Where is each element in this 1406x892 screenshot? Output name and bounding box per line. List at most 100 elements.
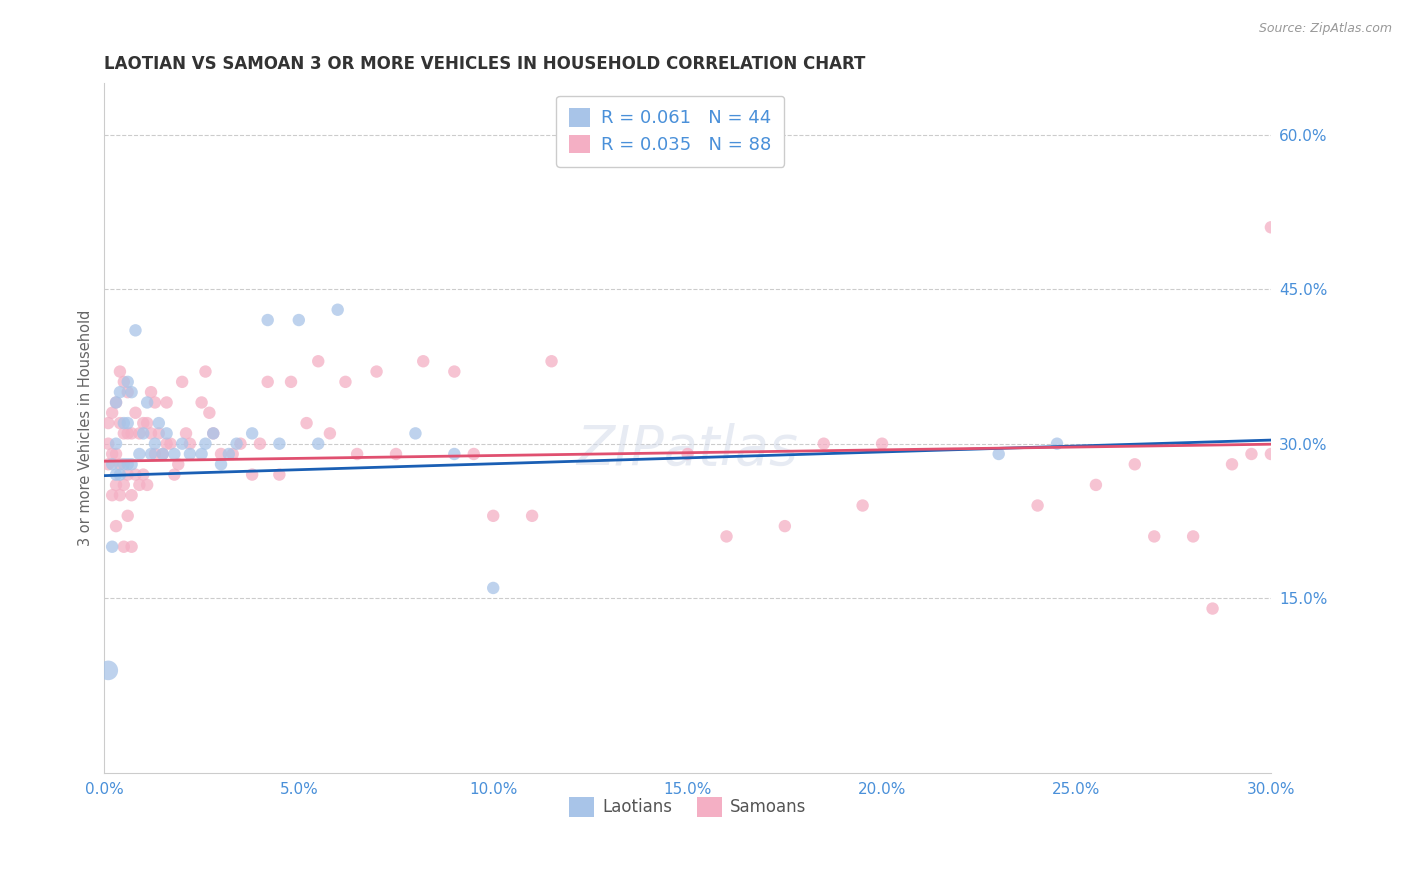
Point — [112, 478, 135, 492]
Point — [1123, 458, 1146, 472]
Point — [1026, 499, 1049, 513]
Point — [124, 323, 146, 337]
Point — [209, 447, 232, 461]
Point — [101, 447, 124, 461]
Point — [101, 406, 124, 420]
Point — [280, 375, 302, 389]
Point — [174, 426, 197, 441]
Point — [240, 426, 263, 441]
Point — [295, 416, 318, 430]
Point — [108, 467, 131, 482]
Point — [139, 385, 162, 400]
Point — [132, 426, 155, 441]
Point — [172, 375, 194, 389]
Point — [179, 447, 201, 461]
Text: ZIPatlas: ZIPatlas — [576, 423, 799, 475]
Point — [269, 467, 291, 482]
Point — [112, 540, 135, 554]
Point — [1220, 458, 1243, 472]
Point — [105, 395, 128, 409]
Point — [105, 478, 128, 492]
Point — [108, 458, 131, 472]
Point — [240, 467, 263, 482]
Point — [136, 416, 159, 430]
Point — [152, 447, 174, 461]
Point — [218, 447, 240, 461]
Point — [256, 375, 278, 389]
Point — [172, 436, 194, 450]
Point — [139, 447, 162, 461]
Point — [112, 426, 135, 441]
Point — [307, 436, 329, 450]
Point — [1201, 601, 1223, 615]
Point — [101, 458, 124, 472]
Point — [256, 313, 278, 327]
Point — [404, 426, 426, 441]
Point — [121, 488, 143, 502]
Point — [190, 395, 212, 409]
Point — [105, 395, 128, 409]
Point — [117, 467, 139, 482]
Point — [1084, 478, 1107, 492]
Point — [346, 447, 368, 461]
Point — [1240, 447, 1263, 461]
Point — [121, 540, 143, 554]
Point — [326, 302, 349, 317]
Point — [101, 488, 124, 502]
Point — [482, 508, 505, 523]
Text: LAOTIAN VS SAMOAN 3 OR MORE VEHICLES IN HOUSEHOLD CORRELATION CHART: LAOTIAN VS SAMOAN 3 OR MORE VEHICLES IN … — [104, 55, 866, 73]
Point — [1260, 220, 1282, 235]
Point — [155, 395, 177, 409]
Point — [112, 375, 135, 389]
Point — [443, 365, 465, 379]
Point — [319, 426, 342, 441]
Point — [108, 416, 131, 430]
Y-axis label: 3 or more Vehicles in Household: 3 or more Vehicles in Household — [79, 310, 93, 547]
Point — [482, 581, 505, 595]
Point — [97, 458, 120, 472]
Point — [136, 478, 159, 492]
Point — [366, 365, 388, 379]
Point — [385, 447, 408, 461]
Legend: Laotians, Samoans: Laotians, Samoans — [562, 790, 813, 824]
Point — [987, 447, 1010, 461]
Point — [412, 354, 434, 368]
Point — [209, 458, 232, 472]
Point — [121, 385, 143, 400]
Point — [148, 416, 170, 430]
Point — [773, 519, 796, 533]
Point — [117, 426, 139, 441]
Point — [307, 354, 329, 368]
Point — [121, 458, 143, 472]
Point — [229, 436, 252, 450]
Point — [202, 426, 225, 441]
Point — [463, 447, 485, 461]
Point — [117, 458, 139, 472]
Point — [124, 467, 146, 482]
Point — [108, 385, 131, 400]
Point — [676, 447, 699, 461]
Point — [190, 447, 212, 461]
Point — [202, 426, 225, 441]
Point — [152, 447, 174, 461]
Point — [117, 385, 139, 400]
Text: Source: ZipAtlas.com: Source: ZipAtlas.com — [1258, 22, 1392, 36]
Point — [139, 426, 162, 441]
Point — [128, 426, 150, 441]
Point — [443, 447, 465, 461]
Point — [194, 365, 217, 379]
Point — [1182, 529, 1205, 543]
Point — [132, 467, 155, 482]
Point — [1046, 436, 1069, 450]
Point — [101, 540, 124, 554]
Point — [117, 508, 139, 523]
Point — [1143, 529, 1166, 543]
Point — [132, 416, 155, 430]
Point — [520, 508, 543, 523]
Point — [155, 436, 177, 450]
Point — [124, 406, 146, 420]
Point — [105, 467, 128, 482]
Point — [159, 436, 181, 450]
Point — [335, 375, 357, 389]
Point — [155, 426, 177, 441]
